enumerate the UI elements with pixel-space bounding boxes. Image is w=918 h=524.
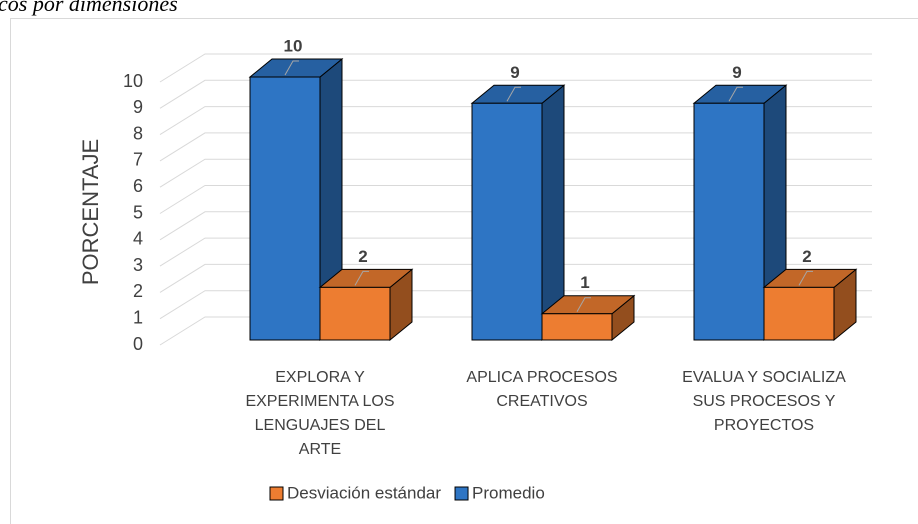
bar-front (471, 102, 543, 341)
grid-line (159, 263, 872, 293)
grid-line (159, 79, 872, 109)
data-label: 9 (510, 63, 519, 82)
grid-line (159, 53, 872, 83)
grid-line (159, 290, 872, 320)
leader-line (354, 270, 369, 286)
grid-line (159, 132, 872, 162)
bar (540, 294, 636, 342)
grid-line (159, 185, 872, 214)
grid-line (159, 316, 872, 346)
data-label: 9 (732, 63, 741, 82)
data-label: 1 (580, 273, 589, 292)
bar-front (693, 102, 765, 341)
y-tick-label: 6 (133, 176, 143, 196)
bar-front (249, 76, 321, 341)
y-tick-label: 2 (133, 281, 143, 301)
chart-border (10, 18, 918, 524)
bar (470, 84, 566, 342)
x-tick-label: EXPLORA Y EXPERIMENTA LOS LENGUAJES DEL … (245, 369, 395, 458)
y-tick-label: 9 (133, 97, 143, 117)
bar-front (541, 313, 613, 341)
bar (318, 268, 414, 342)
y-tick-label: 3 (133, 255, 143, 275)
bar (692, 84, 788, 342)
caption: cos por dimensiones (0, 0, 178, 16)
data-label: 2 (802, 247, 811, 266)
legend-swatch (269, 486, 284, 501)
x-tick-label: EVALUA Y SOCIALIZA SUS PROCESOS Y PROYEC… (682, 369, 846, 434)
data-label: 2 (358, 247, 367, 266)
leader-line (284, 60, 299, 76)
leader-line (798, 270, 813, 286)
y-tick-label: 7 (133, 150, 143, 170)
y-tick-label: 4 (133, 229, 143, 249)
leader-line (576, 297, 591, 312)
data-label: 10 (284, 36, 303, 55)
y-tick-label: 5 (133, 202, 143, 222)
grid-line (159, 106, 872, 136)
legend-label: Promedio (472, 483, 545, 502)
y-tick-label: 1 (133, 307, 143, 327)
x-tick-label: APLICA PROCESOS CREATIVOS (466, 369, 618, 410)
legend-label: Desviación estándar (287, 483, 441, 502)
grid-line (159, 237, 872, 267)
y-axis-label: PORCENTAJE (78, 139, 103, 285)
leader-line (728, 86, 743, 102)
y-tick-label: 10 (123, 71, 143, 91)
y-tick-label: 8 (133, 123, 143, 143)
grid-line (159, 211, 872, 241)
leader-line (506, 86, 521, 102)
bar-front (763, 286, 835, 341)
bar-front (319, 286, 391, 341)
grid-line (159, 158, 872, 188)
legend-swatch (454, 486, 469, 501)
bar (762, 268, 858, 342)
y-tick-label: 0 (133, 334, 143, 354)
